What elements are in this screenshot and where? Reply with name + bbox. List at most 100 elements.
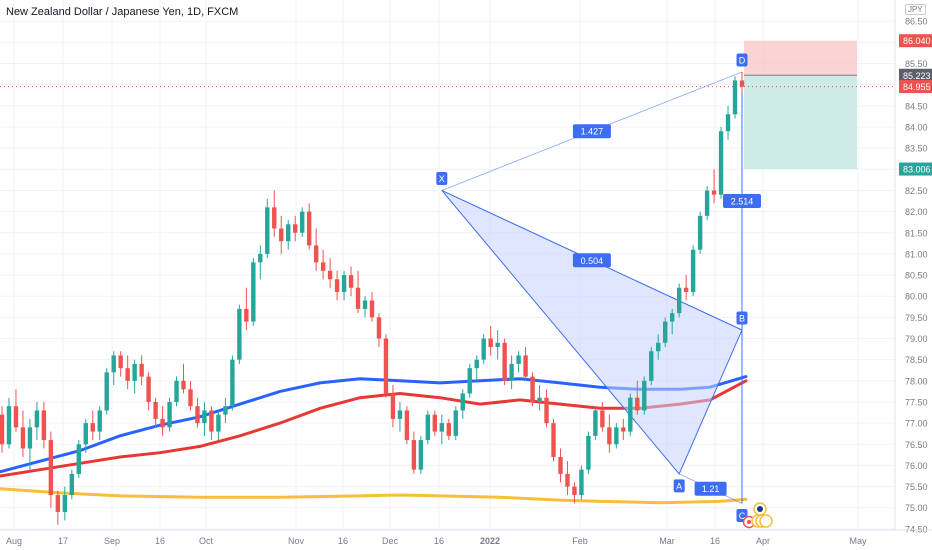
- candle[interactable]: [390, 385, 396, 428]
- candle[interactable]: [432, 410, 438, 436]
- candle[interactable]: [649, 346, 654, 386]
- price-scale[interactable]: 86.5086.0085.5085.0084.5084.0083.5083.00…: [894, 0, 932, 534]
- candle[interactable]: [48, 431, 54, 508]
- candle[interactable]: [41, 401, 47, 449]
- candle[interactable]: [369, 291, 375, 322]
- candle[interactable]: [495, 330, 500, 360]
- candle[interactable]: [586, 431, 591, 474]
- candle[interactable]: [537, 385, 542, 411]
- candle[interactable]: [579, 465, 584, 500]
- candle[interactable]: [530, 372, 535, 407]
- candle[interactable]: [690, 245, 696, 297]
- candle[interactable]: [216, 410, 221, 441]
- candle[interactable]: [279, 215, 284, 254]
- currency-badge[interactable]: JPY: [905, 4, 926, 15]
- candle[interactable]: [209, 406, 214, 441]
- candle[interactable]: [313, 228, 319, 271]
- candle[interactable]: [565, 461, 570, 496]
- candle[interactable]: [34, 401, 40, 441]
- candle[interactable]: [642, 376, 647, 415]
- candle[interactable]: [90, 410, 95, 441]
- candle[interactable]: [265, 198, 270, 259]
- candle[interactable]: [181, 363, 186, 394]
- candle[interactable]: [341, 270, 347, 301]
- candle[interactable]: [362, 296, 368, 318]
- candle[interactable]: [656, 334, 661, 360]
- candle[interactable]: [404, 406, 410, 445]
- candle[interactable]: [425, 410, 431, 445]
- candle[interactable]: [544, 389, 549, 428]
- candle[interactable]: [146, 372, 151, 411]
- ratio-label-x-b[interactable]: 0.504: [572, 253, 611, 268]
- candle[interactable]: [355, 270, 361, 314]
- candle[interactable]: [607, 414, 612, 453]
- candle[interactable]: [0, 406, 5, 453]
- candle[interactable]: [20, 410, 26, 457]
- candle[interactable]: [516, 351, 521, 373]
- candle[interactable]: [460, 389, 465, 419]
- pattern-point-d[interactable]: D: [736, 53, 748, 67]
- candle[interactable]: [167, 397, 172, 432]
- candle[interactable]: [327, 258, 333, 288]
- candle[interactable]: [139, 355, 144, 386]
- candle[interactable]: [132, 359, 137, 394]
- candle[interactable]: [502, 338, 507, 386]
- candle[interactable]: [27, 418, 33, 470]
- candle[interactable]: [509, 355, 514, 390]
- candle[interactable]: [299, 207, 305, 237]
- ratio-label-a-c[interactable]: 1.21: [694, 481, 727, 496]
- candle[interactable]: [125, 355, 130, 390]
- candle[interactable]: [111, 351, 116, 386]
- ratio-label-x-d[interactable]: 1.427: [572, 124, 611, 139]
- candle[interactable]: [251, 258, 256, 326]
- candle[interactable]: [446, 418, 451, 441]
- candle[interactable]: [558, 448, 563, 483]
- candle[interactable]: [118, 351, 123, 377]
- candle[interactable]: [593, 406, 598, 441]
- candle[interactable]: [704, 186, 710, 221]
- take-profit-zone[interactable]: [744, 75, 857, 170]
- pattern-point-b[interactable]: B: [736, 311, 748, 325]
- candle[interactable]: [697, 211, 703, 254]
- candle[interactable]: [481, 334, 486, 364]
- candle[interactable]: [628, 393, 633, 436]
- stop-loss-zone[interactable]: [744, 40, 857, 76]
- candle[interactable]: [635, 380, 640, 415]
- event-markers[interactable]: [742, 502, 773, 529]
- candle[interactable]: [669, 308, 675, 335]
- candle[interactable]: [683, 275, 689, 301]
- price-tag-stop[interactable]: 86.040: [899, 34, 932, 48]
- candle[interactable]: [725, 105, 731, 140]
- candle[interactable]: [418, 435, 424, 474]
- candle[interactable]: [202, 401, 207, 436]
- candle[interactable]: [439, 414, 445, 445]
- candle[interactable]: [223, 397, 228, 424]
- candle[interactable]: [230, 355, 235, 411]
- candle[interactable]: [621, 418, 626, 441]
- candle[interactable]: [195, 397, 200, 428]
- price-tag-last[interactable]: 84.955: [899, 80, 932, 94]
- candle[interactable]: [286, 220, 291, 250]
- candle[interactable]: [293, 215, 298, 242]
- candle[interactable]: [411, 431, 417, 474]
- candle[interactable]: [676, 283, 682, 318]
- time-scale[interactable]: Aug 17 Sep 16 Oct Nov 16 Dec 16 2022 Feb Mar 16 Apr Ma…: [0, 529, 932, 546]
- candle[interactable]: [320, 249, 326, 280]
- candle[interactable]: [523, 346, 528, 381]
- pattern-point-a[interactable]: A: [673, 479, 685, 493]
- candle[interactable]: [488, 325, 493, 356]
- candle[interactable]: [237, 304, 242, 364]
- candle[interactable]: [467, 363, 472, 398]
- candle[interactable]: [62, 486, 68, 521]
- candle[interactable]: [55, 490, 61, 525]
- candle[interactable]: [614, 423, 619, 449]
- candle[interactable]: [188, 380, 193, 411]
- candle[interactable]: [383, 334, 389, 398]
- candle[interactable]: [453, 406, 458, 441]
- candle[interactable]: [732, 76, 738, 119]
- candle[interactable]: [153, 397, 158, 428]
- candle[interactable]: [6, 397, 12, 449]
- candle[interactable]: [572, 482, 577, 504]
- ratio-label-b-d[interactable]: 2.514: [723, 194, 761, 209]
- candle[interactable]: [739, 71, 745, 94]
